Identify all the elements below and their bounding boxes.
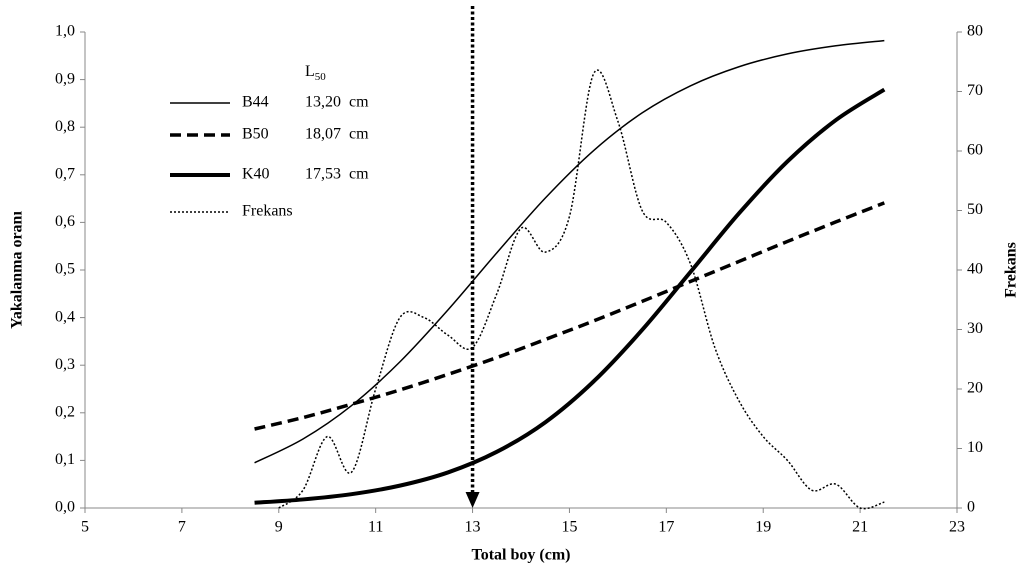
y2-tick-label: 70 (967, 82, 983, 99)
x-axis-title: Total boy (cm) (472, 547, 571, 564)
y2-tick-label: 80 (967, 23, 983, 40)
series-line (254, 39, 885, 464)
legend-label: B44 (242, 94, 269, 111)
x-tick-label: 21 (852, 519, 868, 536)
legend-l50: 18,07 cm (305, 126, 369, 143)
y-tick-label: 0,6 (55, 213, 75, 230)
legend-title-main: L (305, 63, 315, 80)
y-tick-label: 0,5 (55, 261, 75, 278)
y2-tick-label: 20 (967, 380, 983, 397)
x-tick-label: 9 (275, 519, 283, 536)
x-tick-label: 23 (949, 519, 965, 536)
y2-tick-label: 40 (967, 261, 983, 278)
x-tick-label: 11 (368, 519, 383, 536)
y-tick-label: 0,8 (55, 118, 75, 135)
x-tick-label: 5 (81, 519, 89, 536)
y-tick-label: 0,4 (55, 308, 75, 325)
legend-l50: 17,53 cm (305, 166, 369, 183)
y2-axis-title: Frekans (1003, 242, 1020, 298)
y-tick-label: 0,9 (55, 70, 75, 87)
y-tick-label: 0,1 (55, 451, 75, 468)
y-tick-label: 0,2 (55, 403, 75, 420)
legend-label: K40 (242, 166, 270, 183)
y2-tick-label: 10 (967, 439, 983, 456)
series-line (278, 69, 885, 510)
x-tick-label: 17 (658, 519, 674, 536)
legend-title: L50 (305, 63, 326, 83)
x-tick-label: 15 (561, 519, 577, 536)
y2-tick-label: 50 (967, 201, 983, 218)
y-axis-title: Yakalanma oranı (9, 211, 26, 329)
y2-tick-label: 60 (967, 142, 983, 159)
x-tick-label: 7 (178, 519, 186, 536)
x-tick-label: 13 (465, 519, 481, 536)
y2-tick-label: 30 (967, 320, 983, 337)
legend-l50: 13,20 cm (305, 94, 369, 111)
y-tick-label: 1,0 (55, 23, 75, 40)
y2-tick-label: 0 (967, 499, 975, 516)
series-line (254, 87, 886, 505)
y-tick-label: 0,0 (55, 499, 75, 516)
x-tick-label: 19 (755, 519, 771, 536)
series-line (254, 201, 885, 431)
legend-title-sub: 50 (315, 71, 327, 83)
legend-label: Frekans (242, 203, 293, 220)
legend-label: B50 (242, 126, 269, 143)
y-tick-label: 0,7 (55, 165, 75, 182)
marker-arrowhead (465, 492, 480, 508)
y-tick-label: 0,3 (55, 356, 75, 373)
